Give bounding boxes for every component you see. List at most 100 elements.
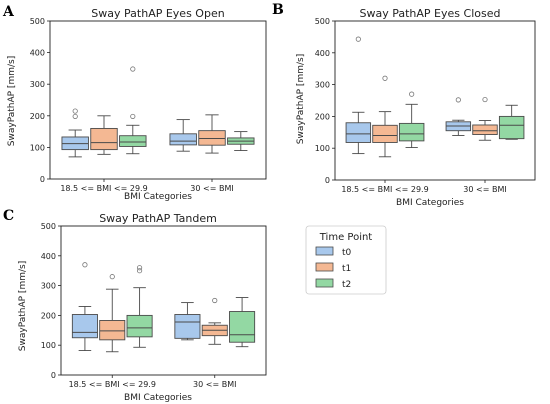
legend-label-t1: t1 (342, 264, 351, 274)
x-tick-label: 30 <= BMI (463, 185, 506, 194)
box-iqr (498, 115, 525, 140)
y-tick-label: 400 (41, 252, 56, 261)
panel-b-ylabel: SwayPathAP [mm/s] (296, 54, 306, 144)
box-iqr (398, 122, 425, 142)
outlier-point (72, 113, 78, 120)
x-tick-label: 18.5 <= BMI <= 29.9 (69, 380, 156, 389)
outlier-point (82, 262, 88, 268)
box-iqr (174, 314, 201, 339)
panel-letter-b: B (272, 2, 284, 18)
panel-letter-c: C (3, 208, 14, 224)
box-t0 (71, 262, 98, 352)
outlier-point (482, 96, 488, 103)
outlier-point (136, 268, 143, 274)
box-t0 (345, 36, 372, 155)
box-t0 (174, 302, 201, 341)
panel-b: B Sway PathAP Eyes Closed BMI Categories… (272, 2, 536, 208)
panel-a-plot: 0 100 200 300 400 500 18.5 <= BMI <= 29.9 30 <=… (30, 17, 267, 193)
panel-a-xlabel: BMI Categories (124, 192, 192, 202)
legend-title: Time Point (319, 232, 373, 243)
y-tick-label: 500 (30, 17, 45, 26)
outlier-point (455, 97, 461, 103)
legend-swatch-t0 (315, 246, 334, 256)
x-tick-label: 30 <= BMI (193, 380, 236, 389)
y-tick-label: 500 (41, 222, 56, 231)
box-t2 (227, 131, 255, 152)
panel-c-plot: 0 100 200 300 400 500 18.5 <= BMI <= 29.9 30 <=… (41, 222, 267, 389)
x-tick-label: 18.5 <= BMI <= 29.9 (60, 184, 147, 193)
panel-b-plot: 0 100 200 300 400 500 18.5 <= BMI <= 29.9 30 <=… (315, 17, 536, 194)
box-t1 (472, 96, 498, 141)
box-iqr (169, 133, 197, 146)
panel-a-title: Sway PathAP Eyes Open (91, 7, 224, 20)
box-t2 (398, 91, 425, 149)
panel-c-title: Sway PathAP Tandem (99, 212, 217, 225)
legend: Time Point t0 t1 t2 (305, 225, 387, 295)
y-tick-label: 200 (30, 112, 45, 121)
outlier-point (136, 265, 143, 271)
box-iqr (229, 311, 256, 343)
outlier-point (355, 36, 361, 42)
outlier-point (212, 297, 218, 304)
legend-frame (305, 225, 387, 295)
box-iqr (90, 127, 118, 151)
box-t1 (198, 114, 226, 154)
panel-b-xlabel: BMI Categories (396, 198, 464, 208)
y-tick-label: 0 (51, 371, 56, 380)
legend-label-t2: t2 (342, 280, 351, 290)
outlier-point (130, 66, 136, 72)
outlier-point (72, 108, 78, 114)
box-iqr (345, 122, 372, 143)
panel-c: C Sway PathAP Tandem BMI Categories Sway… (3, 208, 267, 403)
legend-swatch-t2 (315, 278, 334, 288)
y-tick-label: 400 (30, 49, 45, 58)
box-iqr (472, 124, 498, 135)
box-iqr (126, 314, 153, 338)
y-tick-label: 0 (325, 176, 330, 185)
box-t1 (99, 274, 126, 353)
plot-frame (60, 225, 267, 376)
outlier-point (130, 113, 136, 120)
y-tick-label: 200 (41, 311, 56, 320)
x-tick-label: 18.5 <= BMI <= 29.9 (341, 185, 428, 194)
y-tick-label: 500 (315, 17, 330, 26)
y-tick-label: 100 (30, 143, 45, 152)
y-tick-label: 0 (40, 175, 45, 184)
plot-frame (334, 20, 536, 181)
panel-letter-a: A (2, 4, 15, 20)
box-t2 (126, 265, 153, 348)
legend-label-t0: t0 (342, 248, 352, 258)
box-t0 (61, 108, 89, 158)
box-t2 (229, 297, 256, 348)
x-tick-label: 30 <= BMI (190, 184, 233, 193)
y-tick-label: 300 (41, 282, 56, 291)
y-tick-label: 100 (315, 144, 330, 153)
panel-a: A Sway PathAP Eyes Open BMI Categories S… (2, 4, 267, 202)
y-tick-label: 300 (315, 81, 330, 90)
box-t2 (119, 66, 147, 155)
y-tick-label: 400 (315, 49, 330, 58)
panel-b-title: Sway PathAP Eyes Closed (360, 7, 501, 20)
panel-c-ylabel: SwayPathAP [mm/s] (18, 261, 28, 351)
box-iqr (71, 314, 98, 339)
box-t1 (201, 297, 228, 345)
outlier-point (409, 91, 415, 97)
plot-frame (49, 20, 267, 180)
box-t0 (169, 119, 197, 152)
box-t0 (445, 97, 472, 136)
outlier-point (109, 274, 115, 280)
y-tick-label: 200 (315, 112, 330, 121)
legend-swatch-t1 (315, 262, 334, 272)
box-iqr (99, 320, 126, 341)
y-tick-label: 100 (41, 341, 56, 350)
box-iqr (198, 130, 226, 146)
panel-a-ylabel: SwayPathAP [mm/s] (7, 56, 17, 146)
outlier-point (382, 75, 388, 81)
box-t1 (90, 115, 118, 155)
panel-c-xlabel: BMI Categories (124, 393, 192, 403)
y-tick-label: 300 (30, 80, 45, 89)
box-t2 (498, 104, 525, 140)
box-iqr (119, 135, 147, 147)
box-iqr (372, 124, 398, 143)
